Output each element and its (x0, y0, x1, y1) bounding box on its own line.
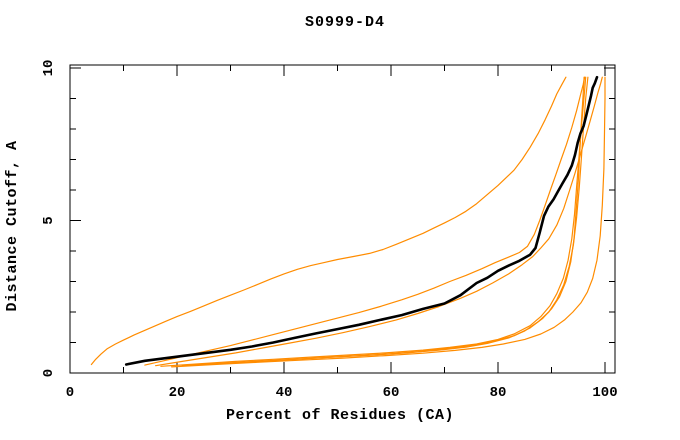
orange-model-1-curve (90, 76, 567, 366)
x-tick-label-40: 40 (276, 385, 293, 401)
plot-frame: 0 20 40 60 80 100 0 5 10 (41, 60, 618, 401)
chart-title: S0999-D4 (305, 14, 385, 31)
x-tick-label-100: 100 (592, 385, 617, 401)
y-axis-label: Distance Cutoff, A (4, 140, 21, 311)
orange-model-7-curve (171, 76, 606, 368)
plot-border (69, 64, 616, 374)
highlighted-model-curve (124, 75, 599, 366)
orange-model-6-curve (197, 76, 585, 366)
x-tick-label-60: 60 (383, 385, 400, 401)
x-axis-label: Percent of Residues (CA) (226, 407, 454, 424)
x-tick-label-20: 20 (169, 385, 186, 401)
orange-model-4-curve (160, 76, 587, 367)
y-tick-label-0: 0 (41, 369, 57, 377)
orange-model-3-curve (155, 76, 603, 367)
x-tick-label-80: 80 (490, 385, 507, 401)
curves (90, 75, 606, 368)
y-tick-label-10: 10 (41, 60, 57, 77)
y-tick-label-5: 5 (41, 216, 57, 224)
orange-model-2-curve (144, 76, 586, 366)
x-tick-label-0: 0 (66, 385, 74, 401)
